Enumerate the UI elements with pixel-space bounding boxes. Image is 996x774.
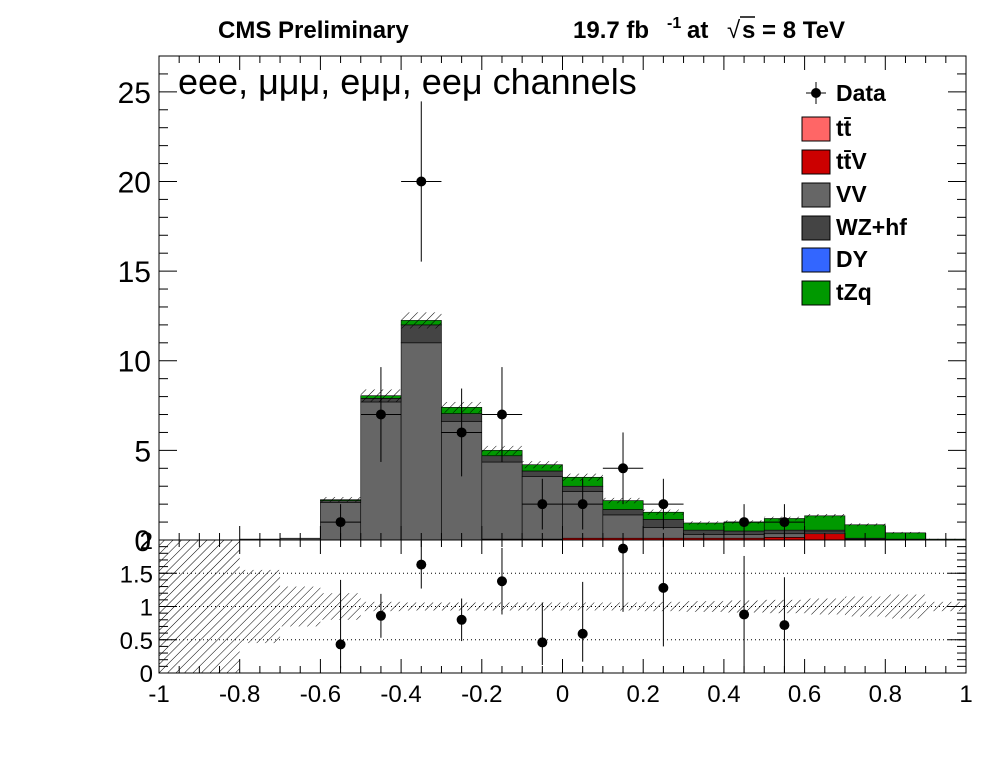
ratio-point-7: [618, 540, 629, 612]
ratio-unc-bin-16: [804, 598, 845, 615]
legend-item-tzq: tZq: [801, 279, 872, 306]
x-tick-label: 0.4: [707, 681, 740, 708]
lumi-at: at: [687, 17, 708, 44]
x-tick-label: -0.6: [300, 681, 341, 708]
mc-unc-bin-16: [804, 514, 845, 518]
x-tick-label: -0.8: [219, 681, 260, 708]
legend-label-ttv: tt̄V: [836, 148, 867, 174]
data-point-4: [481, 367, 523, 462]
ratio-y-tick-label: 0: [140, 661, 153, 688]
bar-WZhf-bin-9: [521, 470, 563, 477]
ratio-point-8: [658, 540, 669, 647]
legend-item-wzhf: WZ+hf: [801, 214, 907, 241]
ratio-unc-bin-18: [885, 594, 926, 619]
y-tick-label: 25: [118, 77, 151, 110]
data-point-0: [320, 504, 361, 540]
legend-item-tt: tt̄: [801, 115, 852, 142]
ratio-point-1: [375, 593, 386, 638]
mc-unc-bin-10: [562, 473, 603, 481]
luminosity-label: 19.7 fb -1 at √ s = 8 TeV: [573, 15, 845, 44]
legend-label-dy: DY: [836, 246, 868, 272]
mc-unc-bin-13: [683, 521, 724, 525]
x-tick-label: -0.2: [461, 681, 502, 708]
ratio-point-3: [456, 598, 467, 642]
energy-value: s = 8 TeV: [742, 17, 845, 44]
ratio-point-4: [496, 547, 507, 615]
ratio-point-9: [739, 555, 750, 673]
legend-label-data: Data: [836, 80, 886, 106]
y-tick-label: 20: [118, 166, 151, 199]
legend-item-ttv: tt̄V: [801, 148, 867, 175]
main-axis-ticks: 0 5 10 15 20 25: [118, 55, 967, 558]
mc-unc-bin-17: [844, 523, 886, 527]
ratio-panel: 0 0.5 1 1.5 2 -1 -0.8 -0.6 -0.4 -0.2 0 0.2 0.4 0.6 0.8…: [120, 528, 973, 708]
ratio-y-tick-label: 1: [140, 595, 153, 622]
x-tick-label: 1: [959, 681, 972, 708]
legend: Data tt̄ tt̄V VV WZ+hf DY tZq: [801, 80, 907, 306]
x-tick-label: -1: [148, 681, 169, 708]
mc-unc-bin-4: [320, 496, 361, 503]
cms-preliminary-label: CMS Preliminary: [218, 17, 409, 44]
mc-unc-bin-18: [885, 531, 926, 534]
data-point-8: [643, 478, 684, 530]
ratio-gridlines: [159, 572, 966, 641]
main-panel: 0 5 10 15 20 25 eee, μμμ, eμμ, eeμ channels: [118, 55, 967, 558]
legend-item-data: Data: [806, 80, 886, 106]
data-point-7: [602, 432, 644, 505]
ratio-unc-bin-3: [280, 586, 321, 627]
ratio-point-2: [416, 540, 427, 589]
x-tick-label: -0.4: [380, 681, 421, 708]
legend-item-dy: DY: [801, 246, 868, 273]
channels-label: eee, μμμ, eμμ, eeμ channels: [178, 61, 637, 102]
ratio-y-tick-label: 1.5: [120, 561, 153, 588]
ratio-point-5: [537, 602, 548, 666]
mc-unc-bin-6: [401, 312, 442, 329]
lumi-exponent: -1: [667, 15, 681, 32]
ratio-uncertainty-band: [159, 540, 966, 673]
data-point-6: [562, 478, 603, 530]
ratio-axis-ticks: 0 0.5 1 1.5 2 -1 -0.8 -0.6 -0.4 -0.2 0 0.2 0.4 0.6 0.8…: [120, 528, 973, 708]
y-tick-label: 5: [134, 435, 151, 468]
legend-label-wzhf: WZ+hf: [836, 214, 907, 240]
ratio-point-0: [335, 579, 346, 669]
ratio-point-10: [779, 577, 790, 673]
x-tick-label: 0.6: [788, 681, 821, 708]
data-points: [320, 101, 805, 540]
ratio-y-tick-label: 2: [140, 528, 153, 555]
y-tick-label: 10: [118, 346, 151, 379]
ratio-y-tick-label: 0.5: [120, 628, 153, 655]
legend-label-tt: tt̄: [836, 115, 852, 141]
legend-label-vv: VV: [836, 181, 867, 207]
ratio-points: [335, 540, 790, 673]
y-tick-label: 0: [134, 525, 151, 558]
ratio-unc-bin-6: [401, 602, 442, 611]
x-tick-label: 0: [556, 681, 569, 708]
bar-tZq-bin-16: [804, 515, 846, 531]
ratio-unc-bin-19: [925, 601, 966, 612]
stacked-histogram: [239, 320, 967, 541]
y-tick-label: 15: [118, 256, 151, 289]
bar-VV-bin-6: [400, 342, 442, 541]
ratio-unc-bin-17: [844, 596, 886, 617]
data-point-1: [360, 367, 402, 462]
mc-unc-bin-9: [522, 461, 563, 469]
x-tick-label: 0.2: [627, 681, 660, 708]
ratio-point-6: [577, 581, 588, 662]
bar-VV-bin-8: [481, 461, 523, 540]
legend-label-tzq: tZq: [836, 279, 872, 305]
bar-WZhf-bin-11: [602, 509, 644, 516]
x-tick-label: 0.8: [869, 681, 902, 708]
sqrt-symbol: √: [727, 17, 741, 44]
legend-item-vv: VV: [801, 181, 867, 208]
data-point-5: [522, 478, 563, 530]
data-point-2: [401, 101, 442, 262]
data-point-3: [441, 388, 482, 477]
lumi-value: 19.7 fb: [573, 17, 649, 44]
